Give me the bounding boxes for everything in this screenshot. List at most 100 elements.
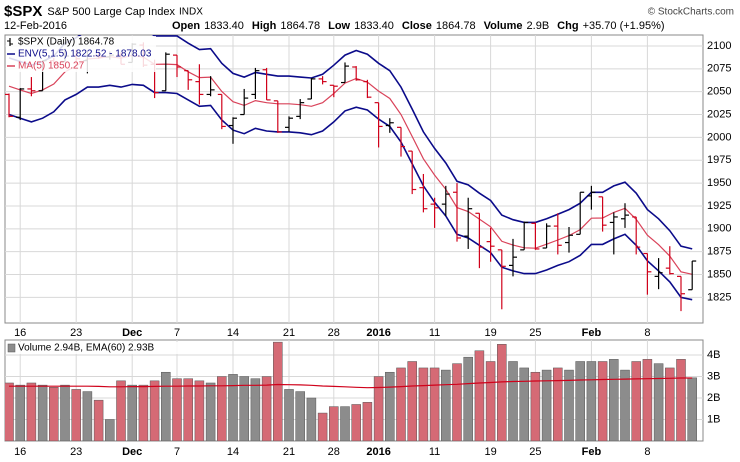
ohlc-bar [486,227,495,262]
ohlc-bar [419,173,428,213]
source: © StockCharts.com [648,7,734,18]
volume-bar [194,380,205,441]
x-tick-label: Feb [582,327,602,339]
quote-label: Low [328,20,350,32]
x-tick-label: 25 [529,446,541,458]
volume-bar [340,406,350,441]
volume-bar [508,361,518,441]
ma-line [8,54,693,275]
volume-bar [362,402,373,441]
volume-bar [519,367,529,441]
exchange: INDX [179,7,203,18]
x-tick-label: Feb [582,446,602,458]
ohlc-bar [161,52,170,92]
volume-bar [653,363,664,441]
volume-bar [452,363,462,441]
volume-bar [407,361,417,441]
ohlc-bar [184,70,193,90]
y-tick-label: 2075 [707,63,731,75]
ohlc-bar [262,67,271,101]
volume-bar [385,371,395,441]
ohlc-bar [206,76,215,97]
y-tick-label: 2100 [707,40,731,52]
x-tick-label: 11 [429,327,440,339]
x-tick-label: 16 [14,327,26,339]
volume-bar [317,412,328,441]
volume-bar [49,387,59,441]
ohlc-bar [408,150,417,195]
volume-bar [138,384,149,441]
volume-bar [609,359,619,441]
ohlc-bar [385,118,394,133]
quote-label: Volume [484,20,523,32]
volume-bar [82,391,93,441]
volume-bar [172,378,182,441]
volume-bar [273,341,283,441]
ohlc-bar [531,222,540,250]
volume-bar [60,384,70,441]
legend-bg [6,48,156,60]
quote-value: 1864.78 [280,20,320,32]
ohlc-bar [632,216,641,255]
quote-label: Chg [557,20,578,32]
ohlc-bar [352,66,361,81]
x-tick-label: 11 [429,446,440,458]
volume-bar [396,367,406,441]
quote-label: Close [402,20,432,32]
x-tick-label: 28 [328,327,340,339]
volume-bar [541,369,552,441]
volume-bar [665,367,675,441]
ohlc-bar [576,191,585,235]
ohlc-bar [609,212,618,255]
volume-bar [474,350,485,441]
legend-bg [6,36,156,48]
quote-value: 1833.40 [204,20,244,32]
x-tick-label: 28 [328,446,340,458]
ohlc-bar [475,212,484,269]
quote-row: Open 1833.40 High 1864.78 Low 1833.40 Close 186… [172,20,665,32]
volume-bar [15,384,25,441]
y-tick-label: 4B [707,349,720,361]
x-tick-label: 7 [174,446,180,458]
legend-bg [6,342,206,354]
volume-bar [161,371,171,441]
price-panel [4,34,704,324]
ema-line [9,377,693,389]
ohlc-bar [374,102,383,148]
y-tick-label: 1950 [707,177,731,189]
envelope-lower [8,83,693,301]
x-tick-label: 14 [227,446,239,458]
legend-label: ENV(5,1.5) 1822.52 - 1878.03 [18,49,152,60]
volume-bar [418,367,429,441]
quote-label: Open [172,20,200,32]
ohlc-bar [587,185,596,210]
ohlc-bar [217,93,226,130]
x-tick-label: 23 [70,327,82,339]
volume-bar [250,378,261,441]
volume-bar [497,344,507,441]
y-tick-label: 2050 [707,86,731,98]
y-tick-label: 1B [707,413,720,425]
ohlc-bar [677,275,685,312]
volume-bar [295,391,305,441]
volume-bar [564,369,574,441]
ohlc-bar [285,116,293,132]
volume-bar [351,404,361,441]
volume-bar [183,378,193,441]
volume-bar [586,361,597,441]
ohlc-bar [542,223,551,249]
ohlc-bar [318,76,327,85]
volume-bar [429,367,440,441]
volume-bar [205,382,216,441]
ohlc-bar [509,238,517,277]
volume-bar [105,419,115,441]
x-tick-label: 21 [283,327,295,339]
volume-bar [26,382,37,441]
ohlc-bar [5,93,13,118]
volume-bar [228,374,238,441]
ohlc-bar [273,100,282,133]
chart-subtitle: S&P 500 Large Cap Index [47,6,175,18]
volume-bar [306,397,317,441]
volume-bar [37,384,48,441]
quote-label: High [252,20,277,32]
